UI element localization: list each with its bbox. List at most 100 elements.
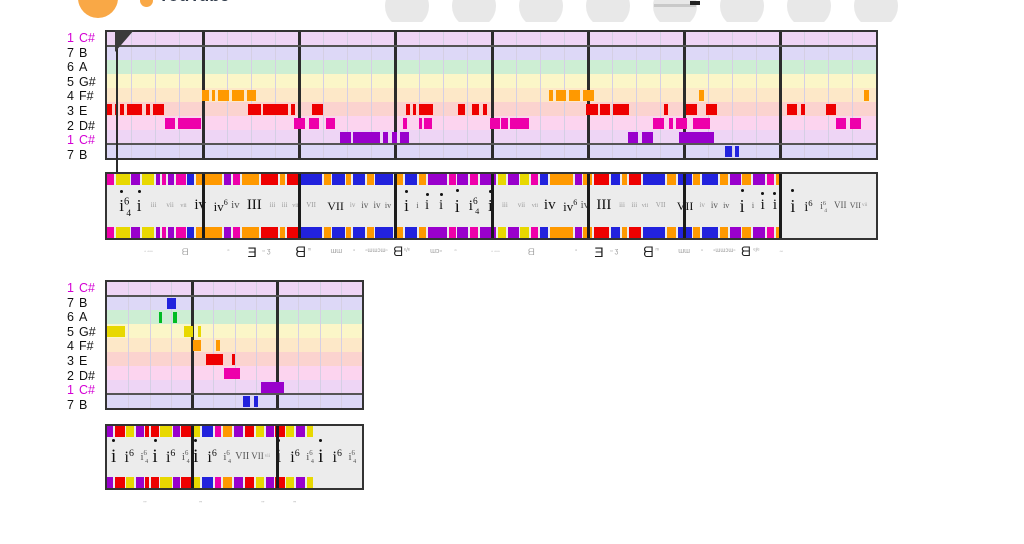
roman-numeral[interactable]: i — [152, 439, 158, 466]
note-block[interactable] — [864, 89, 870, 101]
note-block[interactable] — [246, 89, 256, 101]
note-block[interactable] — [698, 89, 705, 101]
roman-numeral[interactable]: i — [425, 192, 429, 213]
roman-numeral[interactable]: i — [790, 189, 795, 215]
roman-numeral[interactable]: iv — [231, 199, 240, 212]
roman-numeral[interactable]: iv — [349, 201, 356, 210]
harmonic-analysis-strip-second[interactable]: ii6i64ii6i64ii6i64VIIVIIviiii6i64ii6i64 — [105, 424, 364, 490]
roman-numeral[interactable]: i6 — [290, 447, 300, 466]
note-block[interactable] — [678, 131, 714, 143]
roman-numeral[interactable]: iv — [723, 200, 730, 210]
note-block[interactable] — [260, 381, 285, 393]
roman-numeral[interactable]: i64 — [306, 450, 314, 466]
note-block[interactable] — [291, 103, 296, 115]
note-block[interactable] — [294, 117, 306, 129]
roman-numeral[interactable]: i — [761, 191, 765, 213]
roman-numeral[interactable]: i — [439, 192, 443, 213]
note-block[interactable] — [253, 395, 258, 407]
note-block[interactable] — [167, 297, 177, 309]
roman-numeral[interactable]: iv6 — [213, 198, 228, 214]
note-block[interactable] — [177, 117, 201, 129]
toolbar-circle-2[interactable] — [452, 0, 496, 22]
roman-numeral[interactable]: i64 — [181, 450, 190, 466]
note-block[interactable] — [685, 103, 697, 115]
note-block[interactable] — [850, 117, 862, 129]
note-block[interactable] — [825, 103, 836, 115]
roman-numeral[interactable]: iv6 — [563, 198, 578, 214]
roman-numeral[interactable]: VII — [306, 201, 316, 210]
roman-numeral[interactable]: i — [488, 190, 493, 214]
note-block[interactable] — [489, 117, 501, 129]
note-block[interactable] — [599, 103, 610, 115]
playhead-marker-icon[interactable] — [115, 30, 134, 52]
roman-numeral[interactable]: VII — [327, 198, 344, 213]
note-block[interactable] — [675, 117, 687, 129]
note-block[interactable] — [405, 103, 410, 115]
note-block[interactable] — [119, 103, 124, 115]
roman-numeral[interactable]: vii — [180, 202, 187, 209]
roman-numeral[interactable]: iii — [281, 201, 288, 210]
note-block[interactable] — [457, 103, 465, 115]
roman-numeral[interactable]: i6 — [165, 447, 176, 466]
note-block[interactable] — [412, 103, 416, 115]
note-block[interactable] — [192, 339, 202, 351]
roman-numeral[interactable]: vii — [517, 201, 526, 210]
note-block[interactable] — [165, 117, 175, 129]
note-block[interactable] — [399, 131, 409, 143]
note-block[interactable] — [107, 103, 112, 115]
playhead-line[interactable] — [116, 30, 118, 200]
roman-numeral[interactable]: VII — [849, 200, 861, 210]
roman-numeral[interactable]: III — [596, 197, 612, 214]
roman-numeral[interactable]: vii — [292, 202, 299, 209]
note-block[interactable] — [353, 131, 381, 143]
roman-numeral[interactable]: vii — [264, 454, 271, 460]
roman-numeral[interactable]: vii — [166, 201, 174, 210]
note-block[interactable] — [158, 311, 163, 323]
note-block[interactable] — [146, 103, 151, 115]
note-block[interactable] — [653, 117, 665, 129]
note-block[interactable] — [223, 367, 241, 379]
roman-numeral[interactable]: iv — [194, 197, 207, 214]
roman-numeral[interactable]: iv — [384, 200, 392, 210]
note-block[interactable] — [197, 325, 202, 337]
note-block[interactable] — [211, 89, 216, 101]
note-block[interactable] — [126, 103, 143, 115]
note-block[interactable] — [216, 339, 220, 351]
toolbar-circle-7[interactable] — [787, 0, 831, 22]
note-block[interactable] — [725, 145, 733, 157]
note-block[interactable] — [262, 103, 289, 115]
note-block[interactable] — [706, 103, 718, 115]
roman-numeral[interactable]: VII — [235, 450, 250, 462]
roman-numeral[interactable]: i — [111, 439, 116, 466]
note-block[interactable] — [424, 117, 433, 129]
roman-numeral[interactable]: i — [416, 200, 419, 210]
roman-numeral[interactable]: iii — [631, 201, 638, 210]
roman-numeral[interactable]: i — [740, 189, 745, 215]
note-block[interactable] — [664, 103, 668, 115]
roman-numeral[interactable]: i — [455, 189, 460, 215]
note-block[interactable] — [510, 117, 529, 129]
note-block[interactable] — [183, 325, 193, 337]
note-block[interactable] — [339, 131, 352, 143]
roman-numeral[interactable]: vii — [531, 202, 539, 209]
note-block[interactable] — [710, 131, 715, 143]
roman-numeral[interactable]: iv — [373, 200, 381, 211]
note-block[interactable] — [801, 103, 805, 115]
note-block[interactable] — [201, 89, 209, 101]
note-block[interactable] — [569, 89, 581, 101]
roman-numeral[interactable]: i64 — [348, 450, 357, 466]
note-block[interactable] — [391, 131, 397, 143]
user-avatar[interactable] — [78, 0, 118, 18]
piano-roll-second[interactable] — [105, 280, 364, 410]
roman-numeral[interactable]: iv — [361, 200, 369, 211]
roman-numeral[interactable]: i64 — [223, 450, 232, 466]
toolbar-circle-1[interactable] — [385, 0, 429, 22]
roman-numeral[interactable]: i6 — [804, 197, 813, 216]
roman-numeral[interactable]: i — [193, 439, 198, 466]
note-block[interactable] — [247, 103, 261, 115]
note-block[interactable] — [627, 131, 639, 143]
roman-numeral[interactable]: i — [318, 439, 323, 466]
roman-numeral[interactable]: i — [773, 191, 777, 213]
toolbar-circle-6[interactable] — [720, 0, 764, 22]
